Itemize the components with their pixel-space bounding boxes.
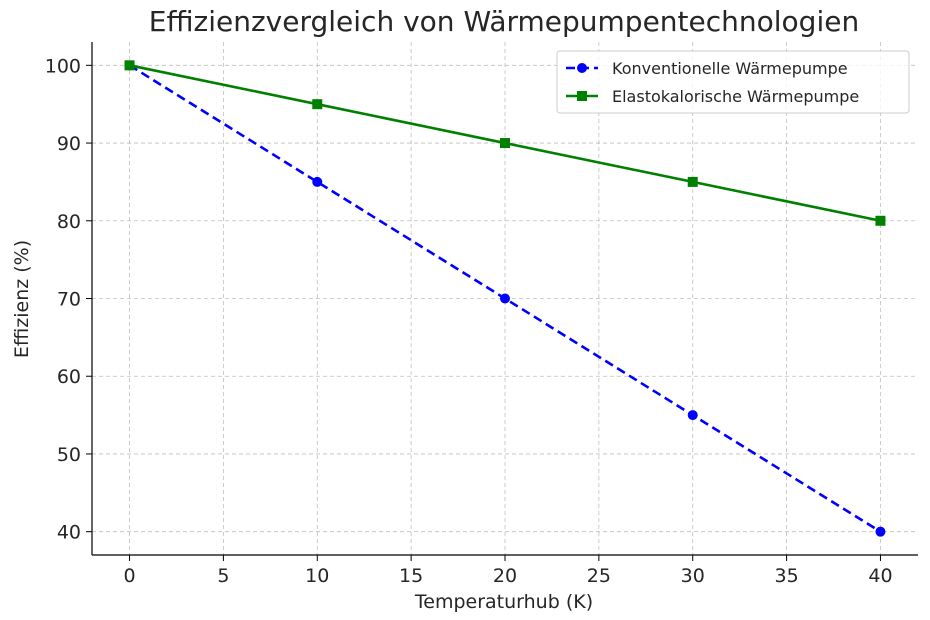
x-tick-label: 5 [217, 565, 229, 587]
x-axis-title: Temperaturhub (K) [414, 591, 593, 613]
data-point-konventionelle [312, 176, 323, 187]
series-layer [124, 60, 886, 537]
y-axis-title: Effizienz (%) [11, 240, 33, 358]
y-tick-label: 80 [57, 211, 81, 233]
grid [92, 42, 918, 555]
data-point-konventionelle [875, 526, 886, 537]
y-tick-label: 90 [57, 133, 81, 155]
data-point-elastokalorische [312, 99, 323, 110]
legend-label-elastokalorische: Elastokalorische Wärmepumpe [612, 87, 859, 106]
chart-title: Effizienzvergleich von Wärmepumpentechno… [149, 5, 859, 38]
x-tick-label: 40 [868, 565, 892, 587]
x-tick-label: 0 [123, 565, 135, 587]
axes: 0 5 10 15 20 25 30 35 40 40 50 60 70 80 90 100 [45, 42, 918, 587]
data-point-konventionelle [500, 293, 510, 304]
data-point-elastokalorische [875, 215, 886, 226]
y-tick-label: 50 [57, 444, 81, 466]
x-tick-label: 10 [305, 565, 329, 587]
legend-label-konventionelle: Konventionelle Wärmepumpe [612, 59, 848, 78]
data-point-elastokalorische [500, 138, 510, 149]
x-tick-label: 30 [681, 565, 705, 587]
y-tick-label: 100 [45, 55, 81, 77]
x-tick-label: 15 [399, 565, 423, 587]
x-tick-label: 35 [774, 565, 798, 587]
legend-marker-konventionelle [577, 63, 587, 73]
legend-frame [556, 50, 910, 114]
data-point-konventionelle [687, 410, 698, 421]
data-point-elastokalorische [124, 60, 135, 71]
y-tick-label: 70 [57, 289, 81, 311]
x-tick-label: 25 [587, 565, 611, 587]
data-point-elastokalorische [687, 176, 698, 187]
legend-items: Konventionelle Wärmepumpe Elastokalorisch… [566, 59, 859, 106]
y-tick-label: 40 [57, 522, 81, 544]
x-tick-label: 20 [493, 565, 517, 587]
legend-marker-elastokalorische [577, 91, 587, 101]
y-tick-label: 60 [57, 366, 81, 388]
legend: Konventionelle Wärmepumpe Elastokalorisch… [556, 50, 910, 114]
